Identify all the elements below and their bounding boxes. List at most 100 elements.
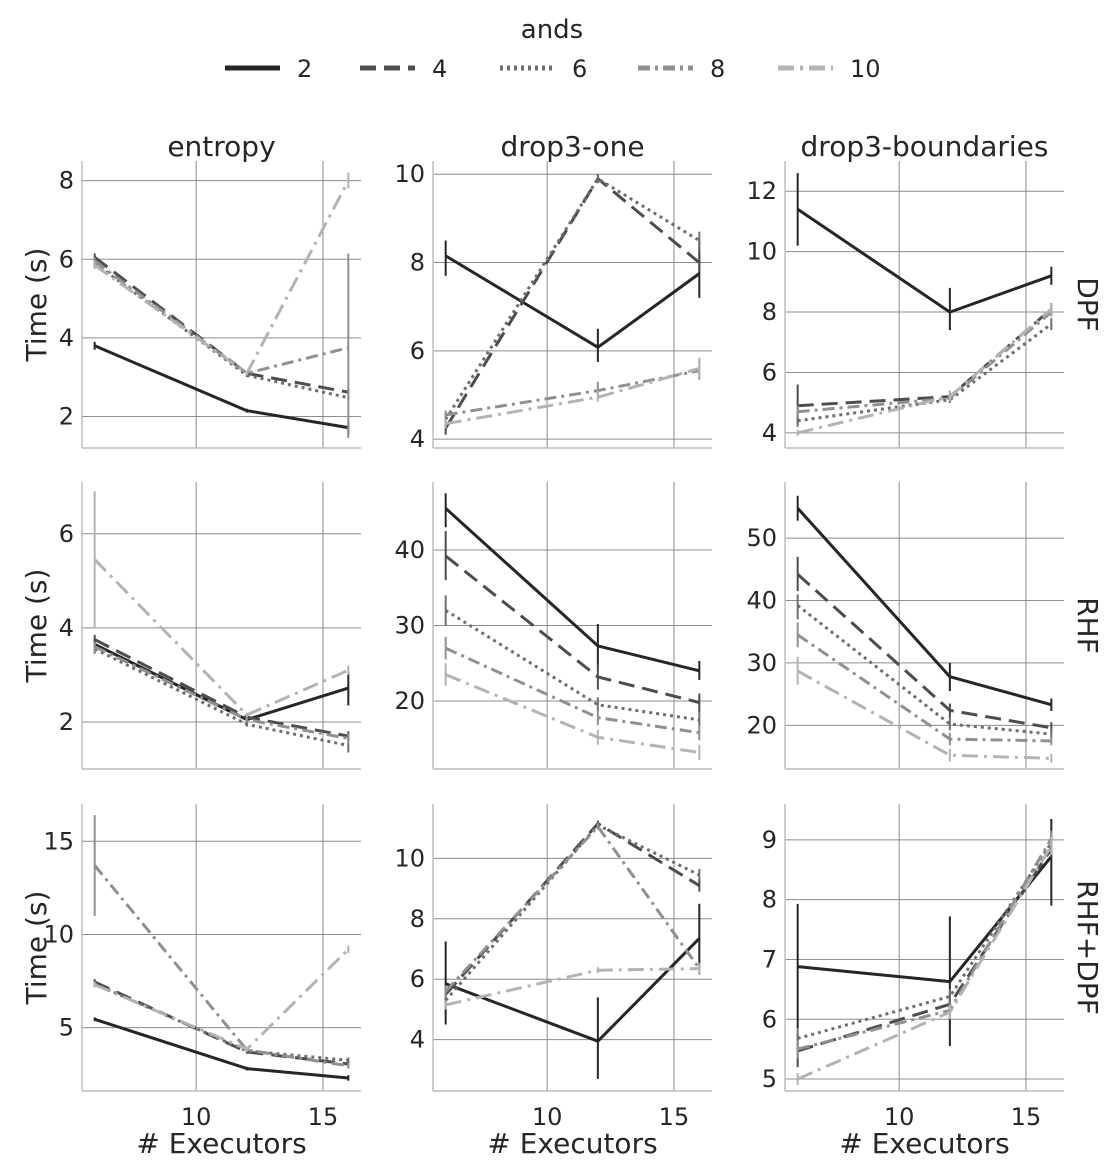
- y-tick-label: 10: [43, 920, 74, 948]
- y-tick-label: 4: [410, 425, 425, 453]
- y-tick-label: 6: [59, 245, 74, 273]
- row-title: RHF: [1071, 597, 1104, 654]
- series-line-4: [797, 847, 1053, 1053]
- row-title: RHF+DPF: [1071, 880, 1104, 1015]
- y-axis-title: Time (s): [20, 569, 53, 684]
- legend-title: ands: [521, 15, 583, 45]
- series-line-10: [445, 673, 700, 754]
- series-line-6: [796, 604, 1052, 736]
- series-line-4: [797, 307, 1053, 408]
- y-tick-label: 6: [762, 358, 777, 386]
- panel-dpf-drop3-one: 4 6 8 10 drop3-one: [394, 130, 712, 453]
- y-tick-label: 40: [394, 536, 425, 564]
- column-title: drop3-boundaries: [801, 130, 1049, 163]
- series-line-6: [444, 177, 701, 421]
- series-line-10: [445, 367, 700, 426]
- y-tick-label: 20: [746, 711, 777, 739]
- series-line-10: [93, 180, 350, 375]
- x-tick-label: 15: [1011, 1103, 1042, 1131]
- x-axis-title: # Executors: [136, 1127, 306, 1160]
- series-line-4: [93, 256, 349, 394]
- y-tick-label: 6: [762, 1005, 777, 1033]
- y-tick-label: 10: [394, 844, 425, 872]
- y-tick-label: 8: [762, 886, 777, 914]
- panel-dpf-entropy: 2 4 6 8 entropy Time (s): [20, 130, 361, 449]
- series-line-10: [797, 307, 1053, 435]
- panel-rhf-dpf-drop3-one: 4 6 8 10 10 15# Executors: [394, 804, 712, 1160]
- row-title: DPF: [1071, 277, 1104, 332]
- y-tick-label: 6: [59, 520, 74, 548]
- series-line-10: [93, 558, 349, 717]
- panel-rhf-drop3-one: 20 30 40: [394, 482, 712, 770]
- series-line-8: [797, 837, 1053, 1051]
- legend-entry-4: 4: [360, 55, 447, 83]
- y-tick-label: 8: [59, 167, 74, 195]
- y-tick-label: 6: [410, 337, 425, 365]
- series-line-8: [94, 645, 349, 740]
- series-line-8: [444, 825, 701, 993]
- panel-dpf-drop3-boundaries: 4 6 8 10 12 drop3-boundaries DPF: [746, 130, 1104, 449]
- legend-label-10: 10: [850, 55, 881, 83]
- series-line-8: [93, 260, 349, 375]
- legend-label-8: 8: [710, 55, 725, 83]
- panel-rhf-dpf-drop3-boundaries: 5 6 7 8 9 RHF+DPF 10 15# Executors: [762, 804, 1104, 1160]
- y-tick-label: 4: [59, 324, 74, 352]
- y-tick-label: 12: [746, 177, 777, 205]
- x-tick-label: 10: [181, 1103, 212, 1131]
- y-tick-label: 7: [762, 945, 777, 973]
- series-line-6: [797, 842, 1053, 1040]
- series-line-4: [94, 980, 349, 1066]
- column-title: drop3-one: [500, 130, 644, 163]
- y-tick-label: 2: [59, 708, 74, 736]
- y-tick-label: 20: [394, 687, 425, 715]
- series-line-2: [94, 642, 349, 722]
- series-line-2: [796, 208, 1052, 314]
- series-line-6: [444, 609, 700, 722]
- x-axis-title: # Executors: [487, 1127, 657, 1160]
- y-tick-label: 40: [746, 587, 777, 615]
- series-line-10: [797, 845, 1053, 1081]
- series-line-10: [94, 948, 350, 1051]
- series-line-8: [445, 369, 700, 417]
- column-title: entropy: [167, 130, 275, 163]
- legend: ands 2 4 6 8 10: [225, 15, 881, 83]
- y-axis-title: Time (s): [20, 891, 53, 1006]
- series-line-8: [93, 864, 349, 1068]
- x-tick-label: 10: [884, 1103, 915, 1131]
- x-tick-label: 15: [308, 1103, 339, 1131]
- series-line-10: [796, 669, 1052, 760]
- y-tick-label: 9: [762, 826, 777, 854]
- y-axis-title: Time (s): [20, 248, 53, 363]
- legend-label-2: 2: [297, 55, 312, 83]
- series-line-2: [797, 855, 1053, 984]
- y-tick-label: 15: [43, 827, 74, 855]
- y-tick-label: 4: [762, 419, 777, 447]
- y-tick-label: 5: [762, 1065, 777, 1093]
- series-line-6: [444, 823, 700, 1002]
- y-tick-label: 10: [746, 238, 777, 266]
- y-tick-label: 6: [410, 965, 425, 993]
- series-line-6: [93, 261, 349, 400]
- y-tick-label: 5: [59, 1014, 74, 1042]
- series-line-6: [797, 322, 1053, 423]
- legend-entry-6: 6: [500, 55, 587, 83]
- y-tick-label: 50: [746, 524, 777, 552]
- legend-entry-8: 8: [638, 55, 725, 83]
- series-line-2: [444, 507, 700, 673]
- legend-label-6: 6: [572, 55, 587, 83]
- legend-entry-10: 10: [778, 55, 881, 83]
- panel-rhf-drop3-boundaries: 20 30 40 50 RHF: [746, 482, 1104, 770]
- y-tick-label: 10: [394, 160, 425, 188]
- series-line-6: [94, 982, 349, 1062]
- x-tick-label: 15: [659, 1103, 690, 1131]
- legend-entry-2: 2: [225, 55, 312, 83]
- x-axis-title: # Executors: [839, 1127, 1009, 1160]
- y-tick-label: 8: [410, 905, 425, 933]
- y-tick-label: 8: [410, 249, 425, 277]
- y-tick-label: 4: [410, 1026, 425, 1054]
- y-tick-label: 30: [746, 649, 777, 677]
- y-tick-label: 4: [59, 614, 74, 642]
